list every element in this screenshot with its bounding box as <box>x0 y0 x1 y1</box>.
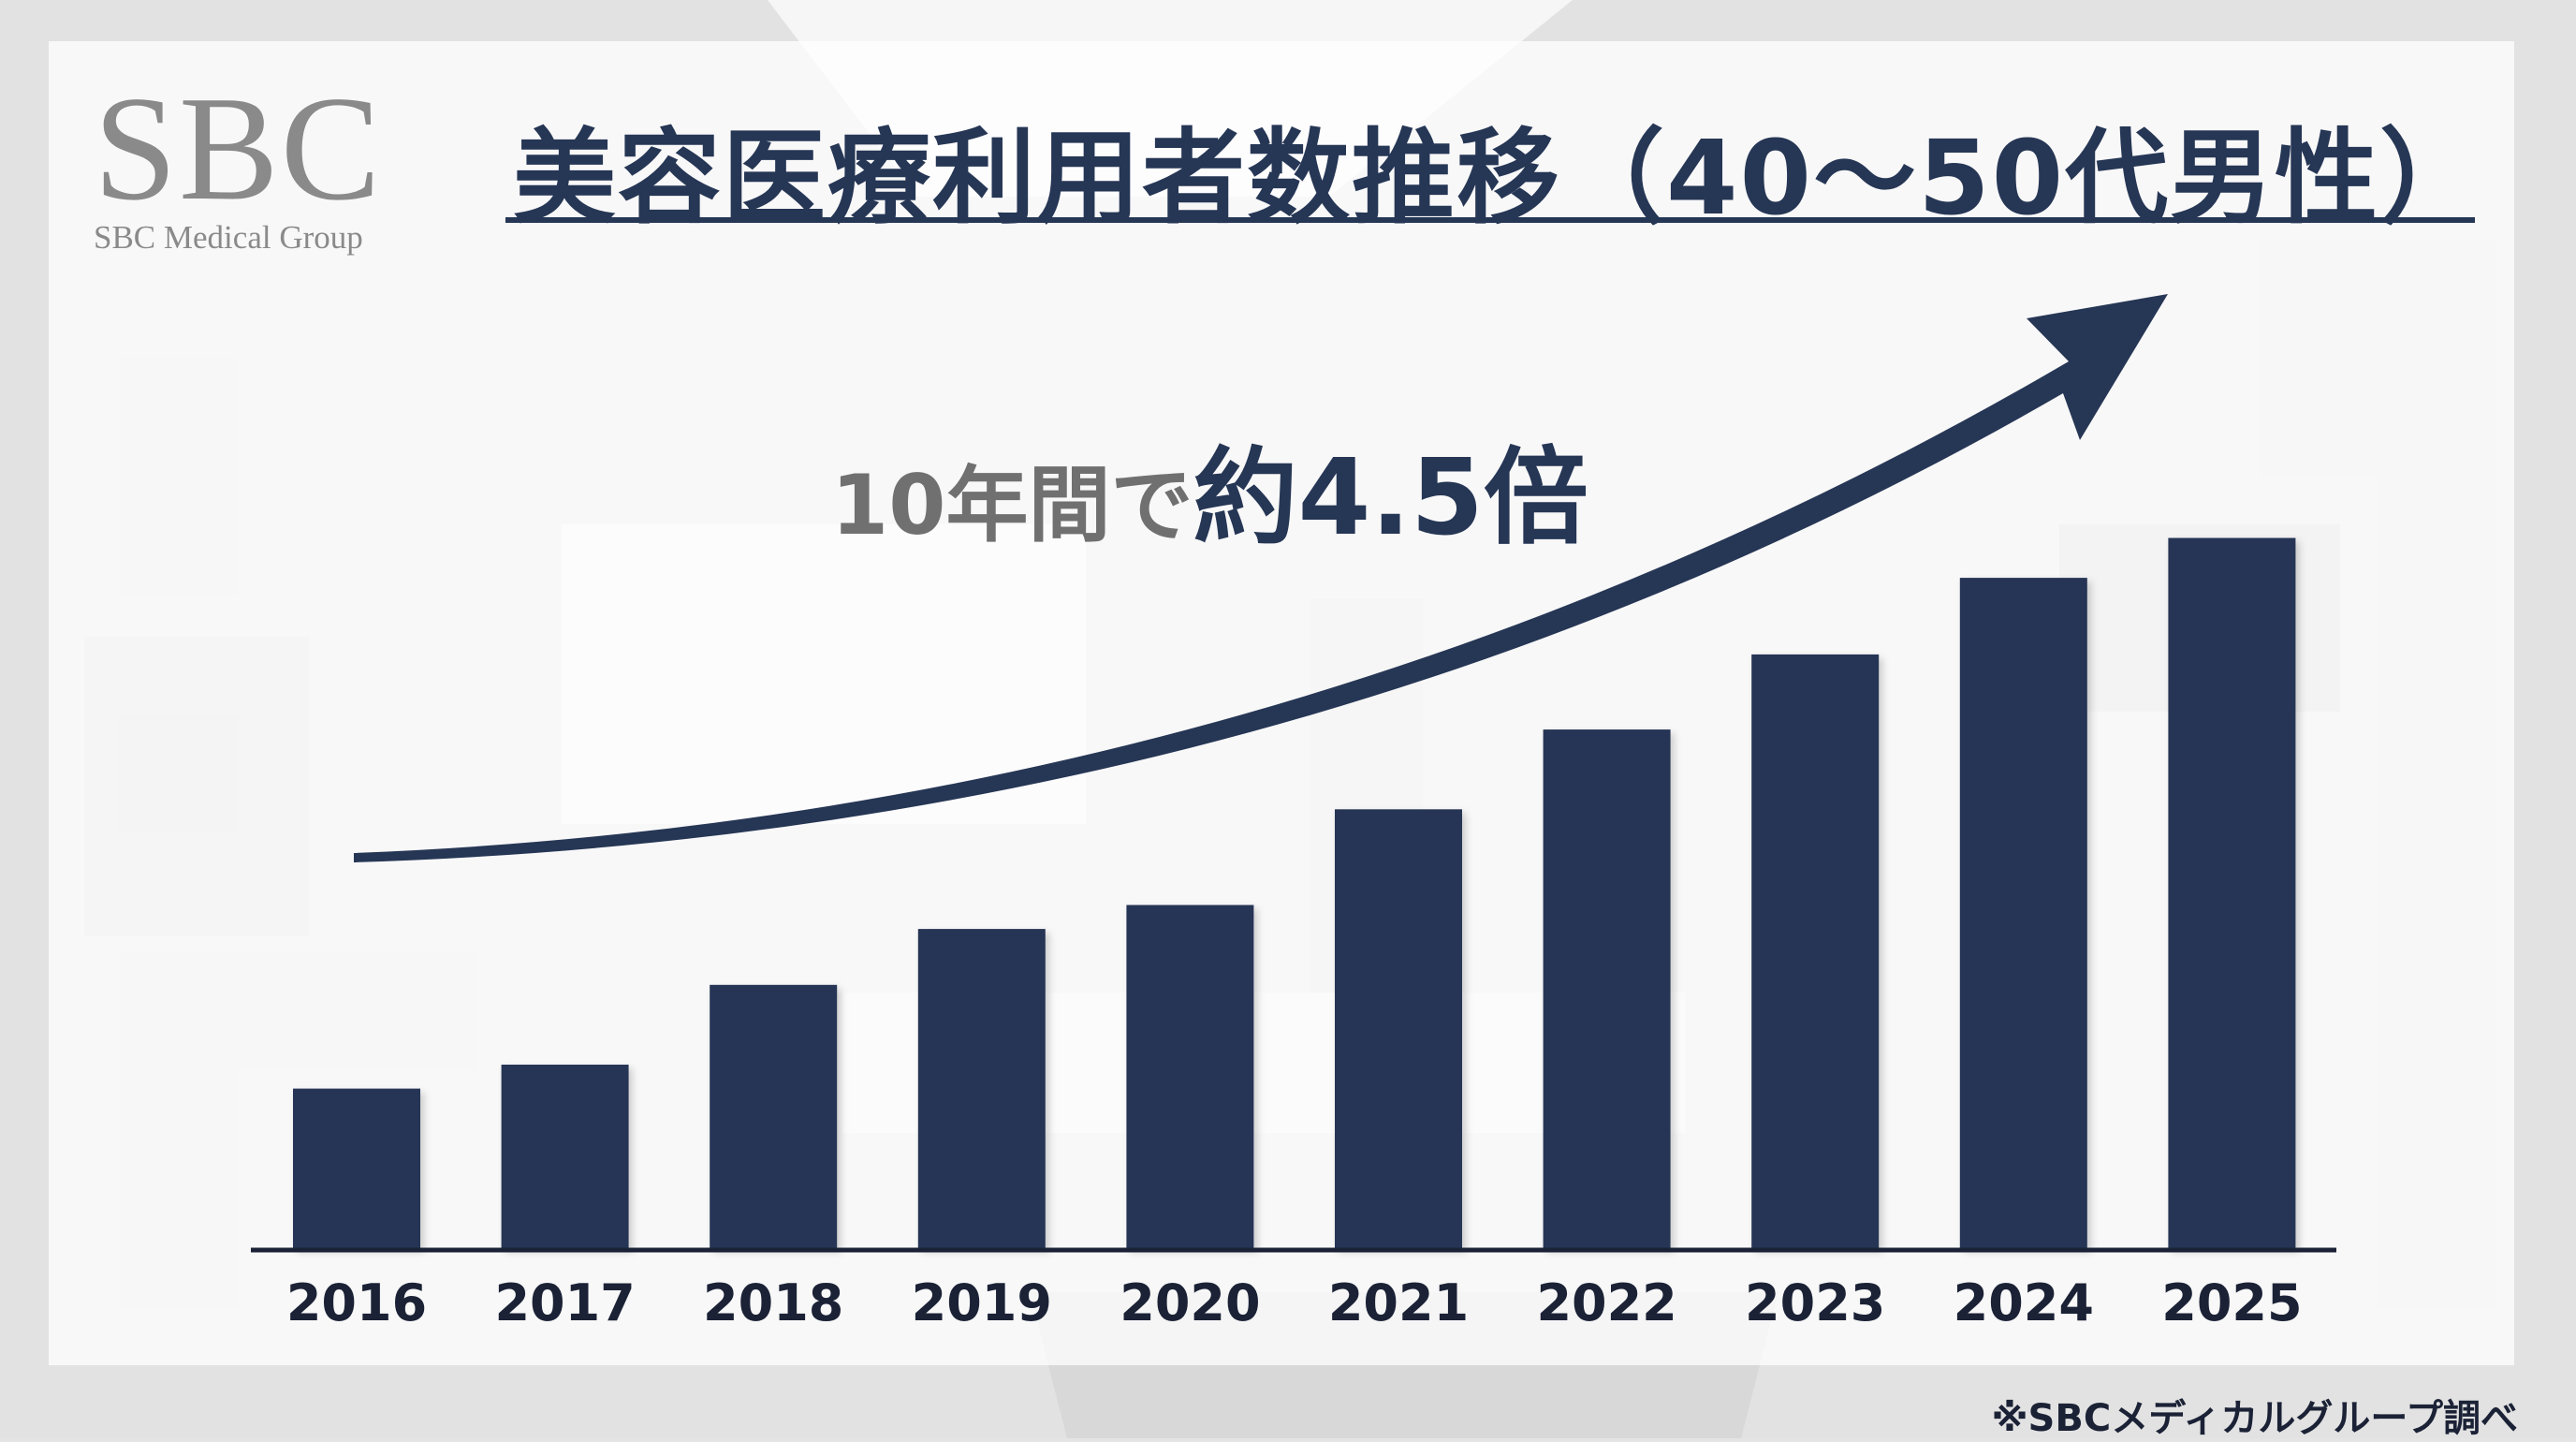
bar-2020 <box>1126 905 1254 1248</box>
bar-2017 <box>501 1065 629 1248</box>
logo-mark: SBC <box>94 65 383 231</box>
bar-2023 <box>1751 654 1880 1248</box>
x-tick-label-2023: 2023 <box>1745 1273 1885 1332</box>
bar-2021 <box>1335 809 1462 1248</box>
x-tick-label-2021: 2021 <box>1328 1273 1469 1332</box>
x-tick-label-2019: 2019 <box>912 1273 1052 1332</box>
bar-2016 <box>293 1088 420 1248</box>
x-tick-label-2016: 2016 <box>286 1273 427 1332</box>
logo-subtitle: SBC Medical Group <box>94 219 363 256</box>
x-tick-label-2018: 2018 <box>703 1273 843 1332</box>
x-tick-label-2017: 2017 <box>494 1273 635 1332</box>
bar-2025 <box>2168 537 2296 1248</box>
growth-callout: 10年間で約4.5倍 <box>831 437 1588 559</box>
x-tick-label-2024: 2024 <box>1954 1273 2094 1332</box>
sbc-logo: SBC SBC Medical Group <box>94 73 431 257</box>
bar-2019 <box>917 929 1046 1248</box>
bar-2024 <box>1959 578 2087 1248</box>
callout-highlight: 約4.5倍 <box>1193 437 1588 559</box>
trend-arrow <box>354 294 2168 862</box>
x-tick-label-2020: 2020 <box>1120 1273 1260 1332</box>
callout-prefix: 10年間で <box>831 457 1193 553</box>
title-underline <box>505 217 2475 223</box>
x-tick-label-2025: 2025 <box>2161 1273 2302 1332</box>
bar-2018 <box>710 984 838 1248</box>
bar-2022 <box>1543 729 1671 1248</box>
source-footnote: ※SBCメディカルグループ調べ <box>1991 1397 2518 1440</box>
x-tick-label-2022: 2022 <box>1536 1273 1676 1332</box>
